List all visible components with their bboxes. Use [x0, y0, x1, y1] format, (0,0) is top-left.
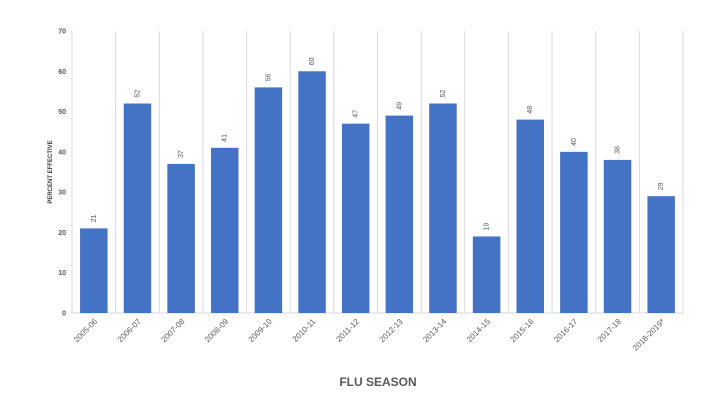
bars: [80, 71, 675, 314]
bar: [298, 71, 326, 314]
x-tick-label: 2005-06: [72, 317, 100, 345]
data-label: 37: [178, 150, 185, 158]
bar: [560, 151, 588, 313]
x-axis-title: FLU SEASON: [339, 375, 416, 389]
bar: [80, 228, 108, 313]
data-label: 60: [309, 57, 316, 65]
data-label: 49: [396, 102, 403, 110]
x-tick-label: 2017-18: [596, 317, 624, 345]
data-label: 19: [484, 223, 491, 231]
y-tick-label: 20: [58, 230, 66, 237]
x-tick-label: 2016-17: [552, 317, 580, 345]
data-label: 21: [91, 215, 98, 223]
bar: [211, 147, 239, 313]
x-tick-label: 2008-09: [203, 317, 231, 345]
data-labels: 21 52 37 41 56 60 47 49 52 19 48 40 38 29: [91, 57, 665, 230]
bar: [516, 119, 544, 313]
bar: [603, 159, 632, 313]
x-tick-label: 2010-11: [291, 317, 318, 344]
y-tick-label: 30: [58, 190, 66, 197]
data-label: 29: [658, 182, 665, 190]
x-tick-label: 2011-12: [334, 317, 361, 344]
bar: [167, 163, 195, 313]
bar: [341, 123, 370, 314]
data-label: 56: [265, 74, 272, 82]
x-tick-label: 2015-16: [509, 317, 537, 345]
x-tick-label: 2013-14: [421, 317, 449, 345]
bar: [429, 103, 457, 313]
y-axis-ticks: 0 10 20 30 40 50 60 70: [58, 29, 66, 318]
data-label: 38: [615, 146, 622, 154]
gridlines: [71, 31, 684, 314]
data-label: 47: [353, 110, 360, 118]
x-tick-label: 2012-13: [378, 317, 406, 345]
y-tick-label: 70: [58, 29, 66, 36]
bar: [385, 115, 414, 313]
data-label: 40: [571, 138, 578, 146]
x-tick-label: 2018-2019*: [631, 317, 667, 353]
x-tick-label: 2014-15: [465, 317, 493, 345]
data-label: 48: [527, 106, 534, 114]
y-tick-label: 10: [58, 270, 66, 277]
data-label: 52: [134, 90, 141, 98]
y-tick-label: 40: [58, 149, 66, 156]
x-tick-label: 2007-08: [159, 317, 187, 345]
x-tick-label: 2009-10: [247, 317, 275, 345]
bar: [647, 196, 675, 313]
data-label: 52: [440, 90, 447, 98]
y-tick-label: 50: [58, 109, 66, 116]
x-axis-ticks: 2005-06 2006-07 2007-08 2008-09 2009-10 2010-…: [72, 317, 666, 353]
bar: [123, 103, 152, 313]
bar: [254, 87, 283, 314]
x-tick-label: 2006-07: [116, 317, 144, 345]
bar: [472, 236, 501, 313]
data-label: 41: [222, 134, 229, 142]
y-tick-label: 60: [58, 69, 66, 76]
y-tick-label: 0: [62, 311, 66, 318]
y-axis-title: PERCENT EFFECTIVE: [48, 140, 54, 203]
